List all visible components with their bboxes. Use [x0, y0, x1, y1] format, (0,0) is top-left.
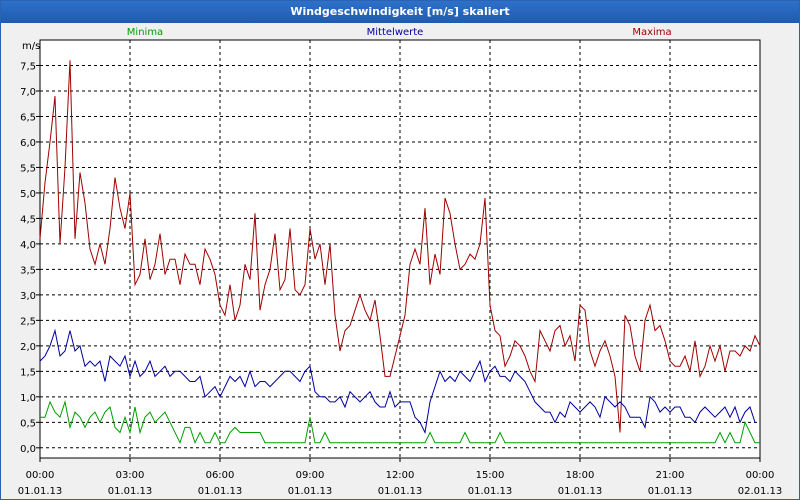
series-line-minima [40, 399, 760, 445]
y-axis-ticks: 0,0 0,5 1,0 1,5 2,0 2,5 3,0 3,5 4,0 4,5 5,0 5,5 6,0 6… [20, 61, 40, 455]
y-tick-label: 6,0 [20, 138, 36, 149]
y-tick-label: 3,5 [20, 265, 36, 276]
y-tick-label: 4,0 [20, 240, 36, 251]
y-tick-label: 5,5 [20, 163, 36, 174]
y-tick-label: 2,0 [20, 342, 36, 353]
x-tick-date: 02.01.13 [738, 486, 783, 497]
y-tick-label: 0,0 [20, 444, 36, 455]
grid-lines [40, 40, 760, 458]
x-tick-time: 15:00 [476, 470, 505, 481]
x-tick-time: 09:00 [296, 470, 325, 481]
x-tick-time: 18:00 [566, 470, 595, 481]
x-tick-time: 00:00 [26, 470, 55, 481]
y-tick-label: 0,5 [20, 418, 36, 429]
y-tick-label: 2,5 [20, 316, 36, 327]
y-tick-label: 6,5 [20, 112, 36, 123]
y-tick-label: 1,0 [20, 393, 36, 404]
x-tick-date: 01.01.13 [468, 486, 513, 497]
series-lines [39, 60, 761, 445]
legend-item-mittelwerte: Mittelwerte [367, 27, 424, 38]
x-tick-date: 01.01.13 [288, 486, 333, 497]
x-tick-date: 01.01.13 [18, 486, 63, 497]
x-tick-time: 06:00 [206, 470, 235, 481]
y-tick-label: 5,0 [20, 189, 36, 200]
x-tick-date: 01.01.13 [648, 486, 693, 497]
legend: Minima Mittelwerte Maxima [127, 27, 672, 38]
x-tick-time: 03:00 [116, 470, 145, 481]
y-tick-label: 4,5 [20, 214, 36, 225]
legend-item-maxima: Maxima [632, 27, 671, 38]
y-tick-label: 1,5 [20, 367, 36, 378]
x-tick-time: 00:00 [746, 470, 775, 481]
legend-item-minima: Minima [127, 27, 163, 38]
x-tick-date: 01.01.13 [378, 486, 423, 497]
x-tick-date: 01.01.13 [108, 486, 153, 497]
y-tick-label: 7,5 [20, 61, 36, 72]
x-tick-time: 21:00 [656, 470, 685, 481]
window-title: Windgeschwindigkeit [m/s] skaliert [1, 1, 799, 23]
x-axis-ticks: 00:00 01.01.13 03:00 01.01.13 06:00 01.01.13 0… [18, 458, 783, 497]
x-tick-time: 12:00 [386, 470, 415, 481]
y-tick-label: 7,0 [20, 87, 36, 98]
x-tick-date: 01.01.13 [558, 486, 603, 497]
y-axis-label: m/s [22, 41, 40, 52]
y-tick-label: 3,0 [20, 291, 36, 302]
series-line-mittelwerte [39, 328, 756, 435]
series-line-maxima [39, 60, 761, 433]
x-tick-date: 01.01.13 [198, 486, 243, 497]
